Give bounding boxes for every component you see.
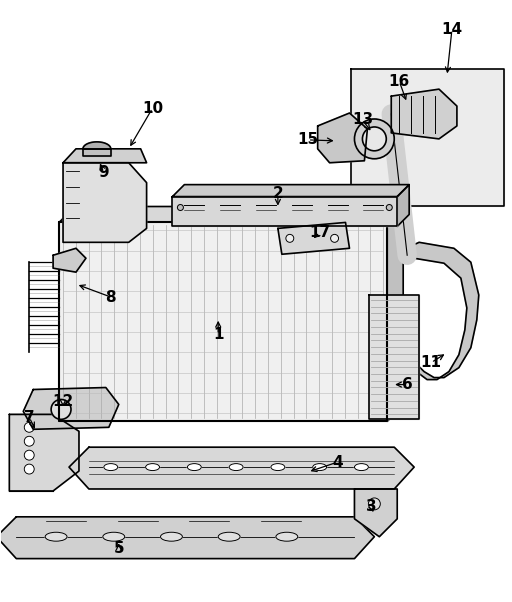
Polygon shape xyxy=(173,197,397,226)
Circle shape xyxy=(286,234,294,243)
Ellipse shape xyxy=(313,464,327,471)
Ellipse shape xyxy=(187,464,201,471)
Ellipse shape xyxy=(229,464,243,471)
Ellipse shape xyxy=(103,532,125,541)
Polygon shape xyxy=(317,113,368,163)
Polygon shape xyxy=(53,248,86,272)
Ellipse shape xyxy=(161,532,182,541)
Ellipse shape xyxy=(45,532,67,541)
Polygon shape xyxy=(59,206,403,222)
Polygon shape xyxy=(354,489,397,537)
Text: 1: 1 xyxy=(213,327,223,343)
Polygon shape xyxy=(59,222,387,421)
Ellipse shape xyxy=(145,464,160,471)
Text: 8: 8 xyxy=(105,290,116,305)
Polygon shape xyxy=(83,149,111,156)
Circle shape xyxy=(24,464,34,474)
Text: 6: 6 xyxy=(402,377,413,392)
Text: 4: 4 xyxy=(332,455,343,470)
Polygon shape xyxy=(69,447,414,489)
Polygon shape xyxy=(63,149,146,163)
Text: 3: 3 xyxy=(366,500,377,514)
Circle shape xyxy=(386,205,392,211)
Ellipse shape xyxy=(104,464,118,471)
Polygon shape xyxy=(83,142,111,149)
Circle shape xyxy=(369,498,380,510)
Ellipse shape xyxy=(276,532,298,541)
Polygon shape xyxy=(387,206,403,421)
Polygon shape xyxy=(351,69,504,205)
Text: 15: 15 xyxy=(297,132,318,147)
Circle shape xyxy=(51,400,71,420)
Polygon shape xyxy=(0,517,374,559)
Text: 10: 10 xyxy=(142,101,163,116)
Circle shape xyxy=(24,450,34,460)
Text: 17: 17 xyxy=(309,225,330,240)
Circle shape xyxy=(178,205,183,211)
Text: 13: 13 xyxy=(352,113,373,128)
Polygon shape xyxy=(173,185,409,197)
Polygon shape xyxy=(391,243,479,380)
Circle shape xyxy=(24,436,34,446)
Ellipse shape xyxy=(218,532,240,541)
Ellipse shape xyxy=(354,464,369,471)
Circle shape xyxy=(331,234,338,243)
Text: 5: 5 xyxy=(114,541,124,556)
Polygon shape xyxy=(23,388,119,429)
Text: 16: 16 xyxy=(389,73,410,88)
Text: 2: 2 xyxy=(272,186,283,201)
Circle shape xyxy=(354,119,394,159)
Polygon shape xyxy=(9,414,79,491)
Text: 11: 11 xyxy=(420,355,441,370)
Ellipse shape xyxy=(271,464,285,471)
Text: 9: 9 xyxy=(98,165,109,180)
Polygon shape xyxy=(397,185,409,226)
Text: 12: 12 xyxy=(52,394,74,409)
Polygon shape xyxy=(369,295,419,420)
Polygon shape xyxy=(391,89,457,139)
Polygon shape xyxy=(63,163,146,243)
Text: 7: 7 xyxy=(24,410,34,425)
Circle shape xyxy=(362,127,386,151)
Text: 14: 14 xyxy=(441,22,462,37)
Circle shape xyxy=(24,423,34,432)
Polygon shape xyxy=(278,222,350,254)
